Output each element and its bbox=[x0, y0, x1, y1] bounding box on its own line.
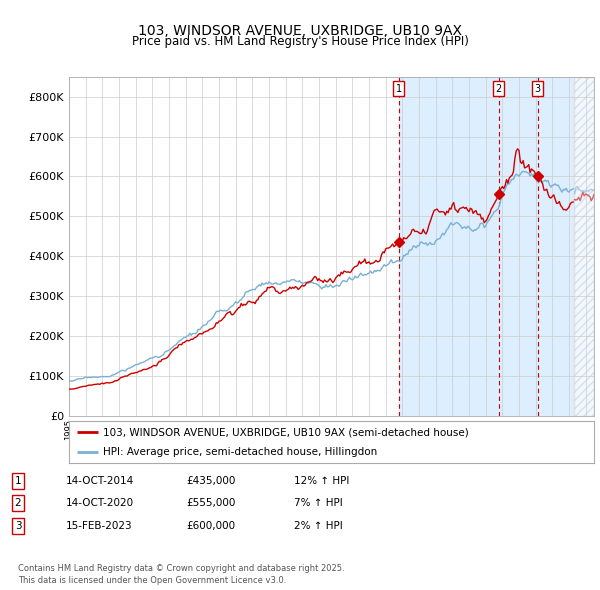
Text: 7% ↑ HPI: 7% ↑ HPI bbox=[294, 499, 343, 508]
Text: Contains HM Land Registry data © Crown copyright and database right 2025.
This d: Contains HM Land Registry data © Crown c… bbox=[18, 565, 344, 585]
Text: HPI: Average price, semi-detached house, Hillingdon: HPI: Average price, semi-detached house,… bbox=[103, 447, 377, 457]
Text: 1: 1 bbox=[14, 476, 22, 486]
Bar bbox=[399, 77, 574, 416]
Text: 2: 2 bbox=[496, 84, 502, 94]
Text: 15-FEB-2023: 15-FEB-2023 bbox=[66, 521, 133, 530]
Text: 2: 2 bbox=[14, 499, 22, 508]
Text: 103, WINDSOR AVENUE, UXBRIDGE, UB10 9AX (semi-detached house): 103, WINDSOR AVENUE, UXBRIDGE, UB10 9AX … bbox=[103, 427, 469, 437]
Text: 14-OCT-2020: 14-OCT-2020 bbox=[66, 499, 134, 508]
Text: 3: 3 bbox=[535, 84, 541, 94]
Text: 12% ↑ HPI: 12% ↑ HPI bbox=[294, 476, 349, 486]
Text: 14-OCT-2014: 14-OCT-2014 bbox=[66, 476, 134, 486]
Text: £555,000: £555,000 bbox=[186, 499, 235, 508]
Text: Price paid vs. HM Land Registry's House Price Index (HPI): Price paid vs. HM Land Registry's House … bbox=[131, 35, 469, 48]
Bar bbox=[574, 77, 594, 416]
Text: 3: 3 bbox=[14, 521, 22, 530]
Text: 1: 1 bbox=[396, 84, 402, 94]
Text: 103, WINDSOR AVENUE, UXBRIDGE, UB10 9AX: 103, WINDSOR AVENUE, UXBRIDGE, UB10 9AX bbox=[138, 24, 462, 38]
Text: £600,000: £600,000 bbox=[186, 521, 235, 530]
Text: £435,000: £435,000 bbox=[186, 476, 235, 486]
Text: 2% ↑ HPI: 2% ↑ HPI bbox=[294, 521, 343, 530]
